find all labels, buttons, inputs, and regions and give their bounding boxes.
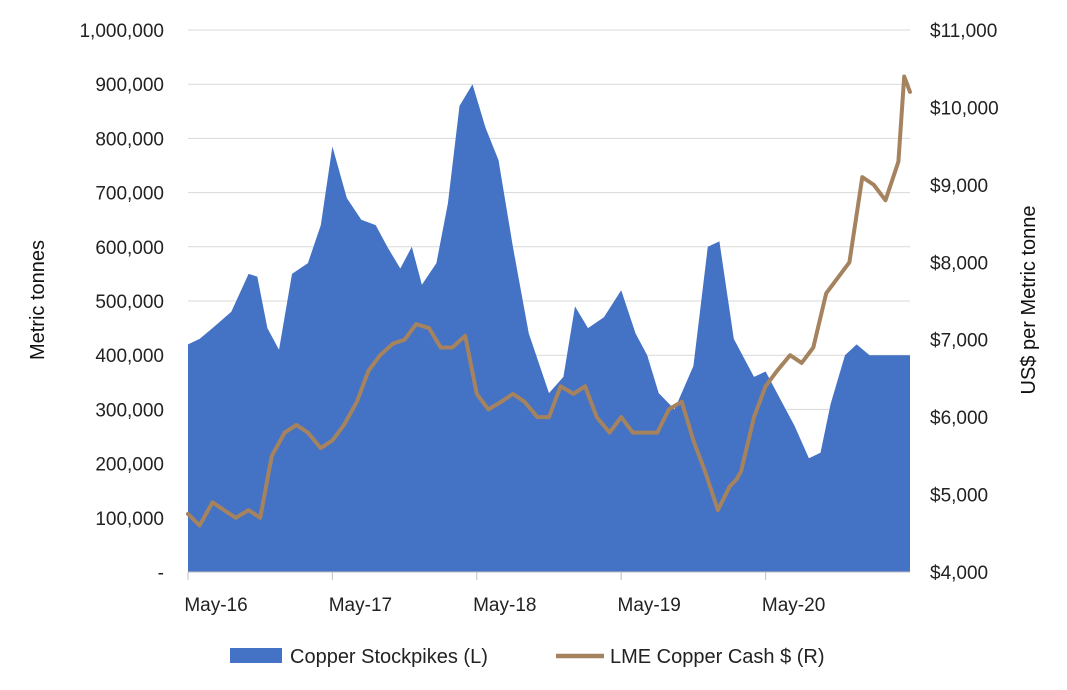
left-tick-label: 800,000	[95, 129, 164, 150]
left-tick-label: 900,000	[95, 75, 164, 96]
right-tick-label: $4,000	[930, 563, 988, 584]
left-tick-label: 700,000	[95, 184, 164, 205]
left-tick-label: 100,000	[95, 509, 164, 530]
x-tick-label: May-18	[473, 595, 536, 616]
x-tick-label: May-20	[762, 595, 825, 616]
right-tick-label: $9,000	[930, 176, 988, 197]
legend-label-stockpiles: Copper Stockpikes (L)	[290, 646, 488, 668]
left-axis-title: Metric tonnes	[27, 240, 49, 360]
legend-label-lme: LME Copper Cash $ (R)	[610, 646, 825, 668]
right-tick-label: $6,000	[930, 408, 988, 429]
legend-swatch-stockpiles	[230, 648, 282, 663]
right-tick-label: $7,000	[930, 331, 988, 352]
left-tick-label: 400,000	[95, 346, 164, 367]
x-tick-label: May-16	[184, 595, 247, 616]
series-stockpiles-area	[188, 84, 910, 572]
right-tick-label: $8,000	[930, 253, 988, 274]
left-tick-label: 300,000	[95, 400, 164, 421]
line-layer	[186, 74, 912, 528]
right-tick-label: $11,000	[930, 21, 997, 42]
legend: Copper Stockpikes (L) LME Copper Cash $ …	[230, 646, 825, 668]
area-layer	[188, 84, 910, 572]
series-lme-line	[186, 74, 912, 528]
left-tick-label: 600,000	[95, 238, 164, 259]
x-axis-ticks: May-16 May-17 May-18 May-19 May-20	[184, 572, 825, 616]
right-tick-label: $5,000	[930, 486, 988, 507]
left-axis-ticks: - 100,000 200,000 300,000 400,000 500,000 600,…	[79, 21, 164, 584]
left-tick-label: 500,000	[95, 292, 164, 313]
x-tick-label: May-17	[329, 595, 392, 616]
x-tick-label: May-19	[618, 595, 681, 616]
left-tick-label: -	[158, 563, 164, 584]
right-axis-ticks: $4,000 $5,000 $6,000 $7,000 $8,000 $9,000 $10,…	[930, 21, 999, 584]
left-tick-label: 1,000,000	[79, 21, 164, 42]
right-axis-title: US$ per Metric tonne	[1018, 206, 1040, 395]
right-tick-label: $10,000	[930, 98, 999, 119]
left-tick-label: 200,000	[95, 455, 164, 476]
